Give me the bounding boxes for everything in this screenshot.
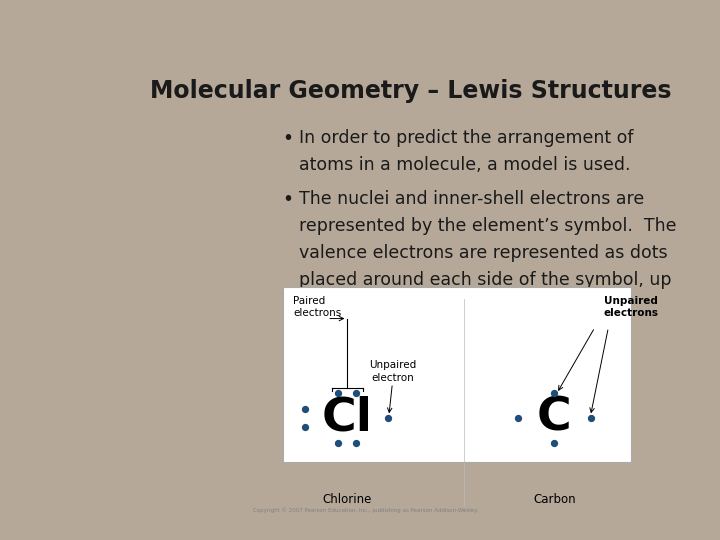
Point	[549, 439, 560, 448]
Text: The nuclei and inner-shell electrons are: The nuclei and inner-shell electrons are	[300, 190, 644, 207]
Text: •: •	[282, 190, 294, 208]
Text: atoms in a molecule, a model is used.: atoms in a molecule, a model is used.	[300, 156, 631, 174]
Point	[512, 414, 523, 422]
Point	[549, 389, 560, 397]
Point	[333, 389, 344, 397]
Point	[351, 439, 362, 448]
Point	[382, 414, 394, 422]
Text: In order to predict the arrangement of: In order to predict the arrangement of	[300, 129, 634, 147]
Text: Unpaired: Unpaired	[369, 360, 416, 370]
Text: electron: electron	[371, 373, 414, 383]
Point	[351, 389, 362, 397]
Text: valence electrons are represented as dots: valence electrons are represented as dot…	[300, 244, 668, 261]
FancyBboxPatch shape	[282, 287, 631, 462]
Text: Chlorine: Chlorine	[323, 494, 372, 507]
Point	[333, 439, 344, 448]
Point	[299, 405, 310, 414]
Text: Paired: Paired	[294, 296, 325, 306]
Text: electrons: electrons	[603, 308, 658, 318]
Text: C: C	[537, 395, 572, 441]
Text: placed around each side of the symbol, up: placed around each side of the symbol, u…	[300, 271, 672, 288]
Text: to two per side.: to two per side.	[300, 298, 436, 316]
Point	[299, 422, 310, 431]
Text: Copyright © 2007 Pearson Education, Inc., publishing as Pearson Addison-Wesley.: Copyright © 2007 Pearson Education, Inc.…	[253, 508, 478, 514]
Text: •: •	[282, 129, 294, 149]
Text: electrons: electrons	[294, 308, 342, 318]
Text: Carbon: Carbon	[533, 494, 576, 507]
Text: Molecular Geometry – Lewis Structures: Molecular Geometry – Lewis Structures	[150, 79, 672, 103]
Text: Cl: Cl	[322, 395, 373, 441]
Point	[585, 414, 597, 422]
Text: represented by the element’s symbol.  The: represented by the element’s symbol. The	[300, 217, 677, 234]
Text: Unpaired: Unpaired	[604, 296, 658, 306]
